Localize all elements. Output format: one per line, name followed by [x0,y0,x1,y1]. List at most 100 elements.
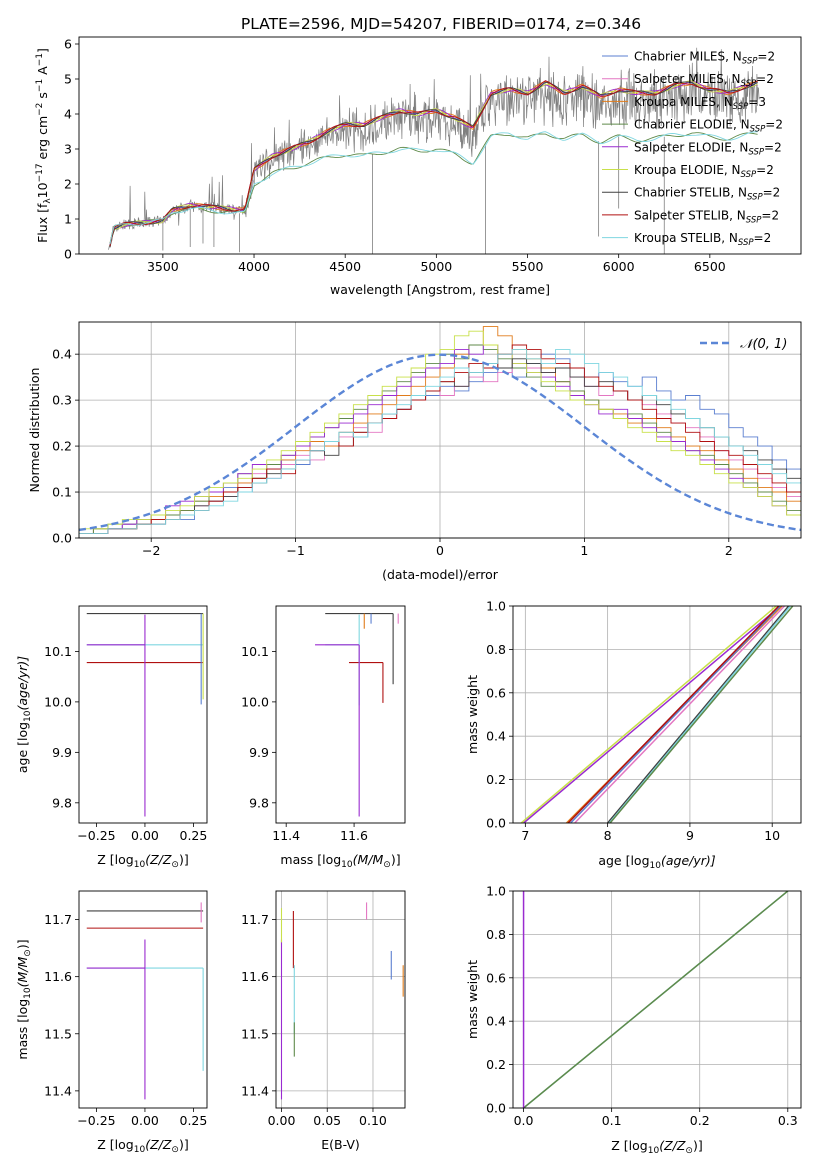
mass_vs_ebv-ytick-label: 11.7 [241,912,269,927]
mass_vs_ebv-xtick-label: 0.00 [268,1113,296,1128]
mass_vs_Z-ytick-label: 11.7 [44,912,72,927]
massweight_vs_Z-ytick-label: 0.4 [486,1014,506,1029]
spectrum-xtick-label: 3500 [147,259,179,274]
age_vs_mass-xlabel: mass [log10(M/M⊙)] [280,852,400,870]
massweight_vs_age-ytick-label: 0.0 [486,816,506,831]
spectrum-ytick-label: 4 [64,107,72,122]
age_vs_Z-xlabel: Z [log10(Z/Z⊙)] [97,852,188,870]
spectrum-legend-nssp: 2 [767,50,775,64]
spectrum-legend-eq: = [757,50,767,64]
residuals-xtick-label: −2 [142,543,160,558]
spectrum-legend-entry: Chabrier STELIB, NSSP=2 [634,186,780,203]
massweight_vs_Z-ytick-label: 0.6 [486,970,506,985]
age_vs_Z-xlabel-end: )] [179,852,189,867]
spectrum-ylabel: Flux [fλ10−17 erg cm−2 s−1 A−1] [35,48,53,243]
massweight_vs_Z-xlabel-end: )] [693,1138,703,1153]
spectrum-legend-entry: Salpeter STELIB, NSSP=2 [634,208,779,225]
mass_vs_ebv-ytick-label: 11.6 [241,969,269,984]
mass_vs_Z-ylabel-sub2: ⊙ [23,949,33,957]
spectrum-legend-entry: Salpeter ELODIE, NSSP=2 [634,140,782,157]
residuals-hist-kroupa-stelib [79,349,801,538]
massweight_vs_age-ytick-label: 0.6 [486,685,506,700]
mass_vs_Z-ytick-label: 11.6 [44,969,72,984]
massweight_vs_Z-xlabel: Z [log10(Z/Z⊙)] [611,1138,702,1156]
age_vs_Z-ylabel-sub: 10 [23,710,33,722]
residuals-normal-curve [78,353,802,532]
spectrum-legend-sub: SSP [742,57,758,67]
massweight_vs_age-line-kroupa-elodie [520,606,777,823]
spectrum-legend-name: Chabrier ELODIE, [634,118,741,132]
spectrum-legend-entry: Chabrier MILES, NSSP=2 [634,50,775,67]
age_vs_mass-xlabel-end: )] [391,852,401,867]
massweight_vs_Z-ylabel-main: mass weight [465,960,480,1039]
spectrum-ylabel-f: −2 [35,103,45,116]
age_vs_mass-xlabel-main: mass [log [280,852,341,867]
massweight_vs_age-line-kroupa-stelib [608,606,791,823]
residuals-legend-label: 𝒩(0, 1) [740,337,787,352]
massweight_vs_age-ylabel-main: mass weight [465,675,480,754]
massweight_vs_Z-axes: 0.0 0.1 0.2 0.3 0.0 0.2 0.4 0.6 0.8 1.0 [486,884,801,1128]
spectrum-ytick-label: 2 [64,177,72,192]
spectrum-legend-entry: Salpeter MILES, NSSP=2 [634,72,774,89]
spectrum-model-salpeter-stelib [109,80,758,247]
residuals-xtick-label: 1 [580,543,588,558]
mass_vs_ebv-xtick-label: 0.05 [313,1113,341,1128]
spectrum-xtick-label: 5500 [512,259,544,274]
spectrum-legend-nssp: 2 [771,208,779,222]
massweight_vs_age-line-salpeter-elodie [523,606,781,823]
massweight_vs_age-xtick-label: 10 [764,828,780,843]
spectrum-legend-nssp: 2 [773,186,781,200]
spectrum-ylabel-k: ] [35,48,50,53]
massweight_vs_Z-ytick-label: 0.2 [486,1057,506,1072]
residuals-xtick-label: 2 [725,543,733,558]
mass_vs_Z-xlabel-sub: 10 [134,1145,146,1155]
age_vs_mass-xlabel-sub2: ⊙ [383,860,391,870]
spectrum-ytick-label: 0 [64,247,72,262]
mass_vs_Z-xlabel: Z [log10(Z/Z⊙)] [97,1137,188,1155]
residuals-axes: −2 −1 0 1 2 0.0 0.1 0.2 0.3 0.4 [52,322,801,558]
massweight_vs_Z-ytick-label: 0.0 [486,1101,506,1116]
spectrum-legend-name: Kroupa MILES, [634,95,724,109]
spectrum-model-chabrier-stelib [109,81,758,248]
age_vs_Z-xlabel-sub2: ⊙ [171,860,179,870]
spectrum-legend-entry: Kroupa STELIB, NSSP=2 [634,231,771,248]
spectrum-ylabel-g: s [35,92,50,103]
age_vs_mass-xlabel-tail: (M/M [353,852,384,867]
spectrum-legend-eq: = [763,186,773,200]
spectrum-legend-n: N [729,231,738,245]
age_vs_Z-ylabel: age [log10(age/yr)] [15,656,33,773]
mass_vs_Z-ylabel-tail: (M/M [15,957,30,988]
age_vs_Z-xlabel-main: Z [log [97,852,133,867]
spectrum-ylabel-j: −1 [35,53,45,66]
massweight_vs_age-line-chabrier-miles [570,606,781,823]
residuals-ytick-label: 0.3 [52,393,72,408]
spectrum-legend-n: N [737,208,746,222]
age_vs_Z-frame [78,605,208,824]
mass_vs_Z-ylabel-sub: 10 [23,987,33,999]
residuals-xtick-label: −1 [286,543,304,558]
spectrum-legend-name: Chabrier STELIB, [634,186,738,200]
spectrum-legend-entry: Chabrier ELODIE, NSSP=2 [634,118,783,135]
mass_vs_ebv-ytick-label: 11.5 [241,1026,269,1041]
spectrum-legend-n: N [741,118,750,132]
massweight_vs_age-ytick-label: 0.4 [486,729,506,744]
age_vs_Z-ytick-label: 10.0 [44,694,72,709]
spectrum-legend-sub: SSP [746,215,762,225]
age_vs_Z-ylabel-main: age [log [15,722,30,773]
spectrum-legend-nssp: 2 [766,163,774,177]
spectrum-model-kroupa-stelib [109,131,758,245]
spectrum-xtick-label: 6500 [694,259,726,274]
spectrum-legend-eq: = [756,163,766,177]
massweight_vs_age-xlabel-tail: (age/yr)] [661,853,716,868]
spectrum-ylabel-c: 10 [35,182,50,198]
spectrum-legend-sub: SSP [733,102,749,112]
residuals-hist-salpeter-stelib [79,344,801,538]
spectrum-axes: 3500 4000 4500 5000 5500 6000 6500 0 1 2 3 4 5 6 [64,37,726,275]
spectrum-legend-n: N [738,186,747,200]
spectrum-xtick-label: 4000 [238,259,270,274]
spectrum-legend-nssp: 2 [775,118,783,132]
massweight_vs_Z-xlabel-tail: (Z/Z [659,1138,686,1153]
residuals-ytick-label: 0.4 [52,347,72,362]
age_vs_mass-xlabel-sub: 10 [341,860,353,870]
